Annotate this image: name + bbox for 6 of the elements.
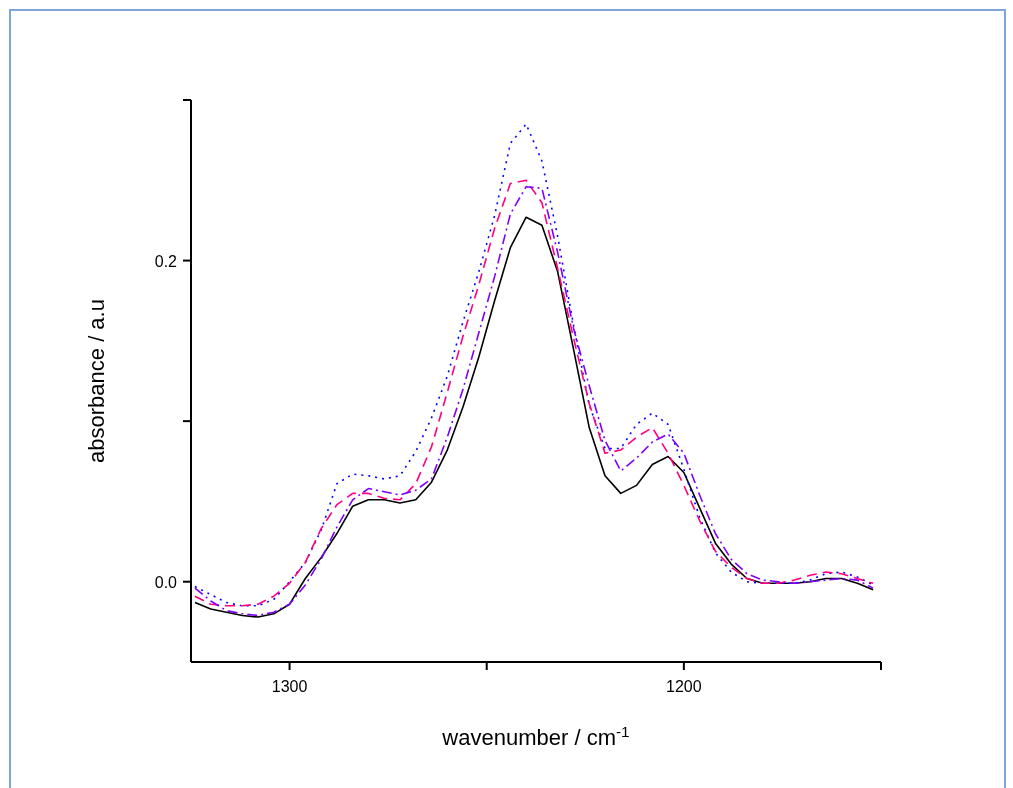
y-tick-label: 0.0 [154, 573, 178, 591]
y-tick-label: 0.2 [154, 252, 178, 270]
x-axis-title: wavenumber / cm$^{-1}$ [441, 722, 630, 750]
x-tick-label: 1200 [666, 678, 702, 695]
x-tick-label: 1300 [271, 678, 308, 695]
y-axis-title: absorbance / a.u [84, 299, 109, 463]
